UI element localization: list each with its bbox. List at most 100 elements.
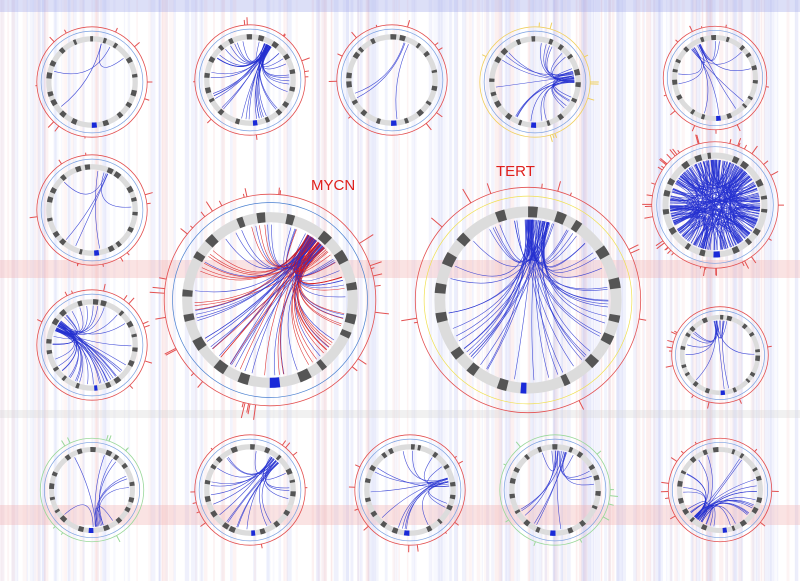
band [364, 497, 371, 503]
chord [693, 47, 709, 114]
heatmap-stripe [711, 0, 716, 581]
chord [674, 171, 746, 226]
chord [502, 59, 575, 80]
circos-plot [665, 306, 772, 409]
band [102, 524, 110, 532]
chord [377, 467, 450, 488]
heatmap-stripe [650, 0, 653, 581]
chord [456, 219, 530, 337]
chord [734, 214, 757, 229]
heatmap-stripe [486, 0, 490, 581]
band [46, 349, 53, 355]
copy-bar [602, 516, 610, 521]
heatmap-stripe [449, 0, 453, 581]
outer-track [667, 437, 773, 543]
circos-plot [660, 437, 779, 543]
chord [716, 320, 725, 390]
chord [699, 505, 736, 524]
chord [412, 450, 449, 484]
chord [729, 168, 749, 236]
band [208, 56, 216, 64]
heatmap-stripe [773, 0, 776, 581]
band [49, 60, 57, 67]
copy-bar [737, 137, 742, 147]
copy-bar [569, 192, 572, 196]
copy-bar [677, 149, 680, 153]
band [52, 366, 60, 372]
chord [686, 473, 707, 519]
heatmap-stripe [342, 0, 345, 581]
band [731, 448, 736, 455]
heatmap-stripe [762, 0, 765, 581]
heatmap-stripe [646, 0, 652, 581]
heatmap-stripe [11, 0, 15, 581]
copy-bar [481, 54, 487, 58]
heatmap-stripe [43, 0, 46, 581]
band [282, 100, 290, 109]
band [256, 212, 266, 224]
heatmap-stripe [658, 0, 663, 581]
heatmap-stripe [558, 0, 560, 581]
chord [736, 207, 760, 215]
copy-bar [116, 535, 121, 543]
band [205, 234, 219, 248]
copy-bar [37, 319, 43, 323]
heatmap-stripe [91, 0, 93, 581]
copy-bar [666, 153, 672, 160]
band [116, 111, 124, 119]
chord [683, 491, 706, 518]
chord [694, 505, 731, 526]
chord [60, 320, 77, 372]
band [760, 195, 768, 200]
copy-bar [669, 515, 676, 520]
copy-bar [149, 291, 165, 294]
heatmap-stripe [357, 0, 362, 581]
chord [712, 159, 742, 242]
heatmap-stripe [55, 0, 59, 581]
band [755, 178, 764, 188]
heatmap-stripe [357, 0, 359, 581]
heatmap-stripe [41, 0, 46, 581]
heatmap-stripe [533, 0, 536, 581]
band [692, 380, 699, 388]
copy-bar [375, 24, 378, 28]
heatmap-stripe [653, 0, 656, 581]
band [317, 230, 333, 246]
band [663, 189, 671, 197]
heatmap-stripe [635, 0, 641, 581]
heatmap-stripe [767, 0, 769, 581]
band [557, 113, 565, 121]
band [217, 108, 225, 116]
band [700, 113, 706, 120]
copy-bar [445, 531, 447, 534]
heatmap-stripe [690, 0, 694, 581]
band [441, 251, 457, 268]
chord [735, 211, 759, 226]
circos-plots [29, 17, 784, 553]
copy-bar [152, 286, 165, 290]
band [595, 245, 610, 260]
heatmap-stripe [575, 0, 578, 581]
heatmap-stripe [36, 0, 40, 581]
heatmap-stripe [95, 0, 98, 581]
copy-bar [180, 228, 188, 235]
band [127, 359, 135, 367]
heatmap-stripe [595, 0, 601, 581]
heatmap-stripe [600, 0, 602, 581]
copy-bar [579, 538, 583, 543]
copy-bar [357, 358, 367, 365]
band [102, 119, 110, 127]
chord [544, 222, 607, 317]
copy-bar [583, 54, 589, 58]
chord [699, 163, 734, 248]
heatmap-stripe [406, 0, 409, 581]
band [752, 227, 761, 236]
chord [254, 451, 279, 475]
band [668, 226, 677, 236]
heatmap-stripe [150, 0, 156, 581]
heatmap-stripe [469, 0, 472, 581]
chord [294, 244, 322, 360]
chromosome-ring [364, 444, 456, 536]
copy-bar [413, 321, 418, 324]
copy-bar [630, 248, 640, 254]
